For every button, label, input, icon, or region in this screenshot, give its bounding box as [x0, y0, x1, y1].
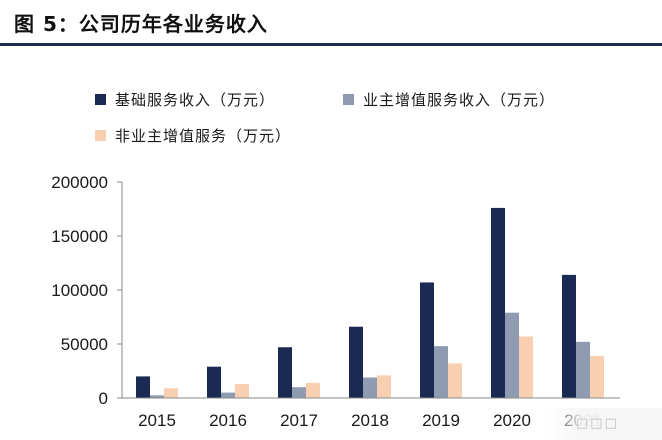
- legend-label-nonowner: 非业主增值服务（万元）: [115, 127, 292, 145]
- legend-swatch-basic: [95, 94, 106, 105]
- y-axis-ticks: 0 50000 100000 150000 200000: [51, 173, 122, 408]
- legend-label-basic: 基础服务收入（万元）: [115, 91, 276, 109]
- title-divider: [0, 43, 662, 46]
- watermark-text: □□□: [576, 416, 619, 431]
- bar-nonowner-2016: [235, 383, 249, 398]
- bar-basic-2020: [491, 207, 505, 398]
- bar-basic-2018: [349, 326, 363, 398]
- y-tick-label: 100000: [51, 281, 108, 300]
- figure-header: 图 5：公司历年各业务收入: [0, 0, 662, 50]
- bar-owner-2015: [150, 395, 164, 398]
- x-tick-label: 2019: [422, 411, 460, 430]
- y-tick-label: 0: [99, 389, 108, 408]
- x-tick-label: 2016: [209, 411, 247, 430]
- bar-basic-2019: [420, 282, 434, 398]
- watermark: □□□: [548, 408, 662, 440]
- legend-swatch-nonowner: [95, 130, 106, 141]
- y-tick-label: 50000: [61, 335, 108, 354]
- x-tick-label: 2020: [493, 411, 531, 430]
- bar-nonowner-2018: [377, 375, 391, 398]
- bar-basic-2015: [136, 376, 150, 398]
- bar-owner-2017: [292, 387, 306, 398]
- bar-owner-2018: [363, 377, 377, 398]
- bar-basic-2017: [278, 347, 292, 398]
- bar-owner-2019: [434, 346, 448, 398]
- bar-nonowner-2020: [519, 336, 533, 398]
- figure-title: 图 5：公司历年各业务收入: [14, 12, 268, 36]
- bar-owner-2016: [221, 392, 235, 398]
- legend-label-owner: 业主增值服务收入（万元）: [363, 91, 556, 109]
- bar-nonowner-2021: [590, 355, 604, 398]
- bar-basic-2021: [562, 274, 576, 398]
- y-tick-label: 150000: [51, 227, 108, 246]
- bar-nonowner-2015: [164, 388, 178, 398]
- legend-swatch-owner: [343, 94, 354, 105]
- x-tick-label: 2017: [280, 411, 318, 430]
- chart-bars: [136, 207, 604, 398]
- y-tick-label: 200000: [51, 173, 108, 192]
- x-tick-label: 2015: [138, 411, 176, 430]
- bar-owner-2020: [505, 312, 519, 398]
- bar-nonowner-2019: [448, 363, 462, 398]
- bar-nonowner-2017: [306, 382, 320, 398]
- bar-owner-2021: [576, 341, 590, 398]
- bar-basic-2016: [207, 366, 221, 398]
- x-tick-label: 2018: [351, 411, 389, 430]
- x-axis-ticks: 2015201620172018201920202021: [138, 411, 602, 430]
